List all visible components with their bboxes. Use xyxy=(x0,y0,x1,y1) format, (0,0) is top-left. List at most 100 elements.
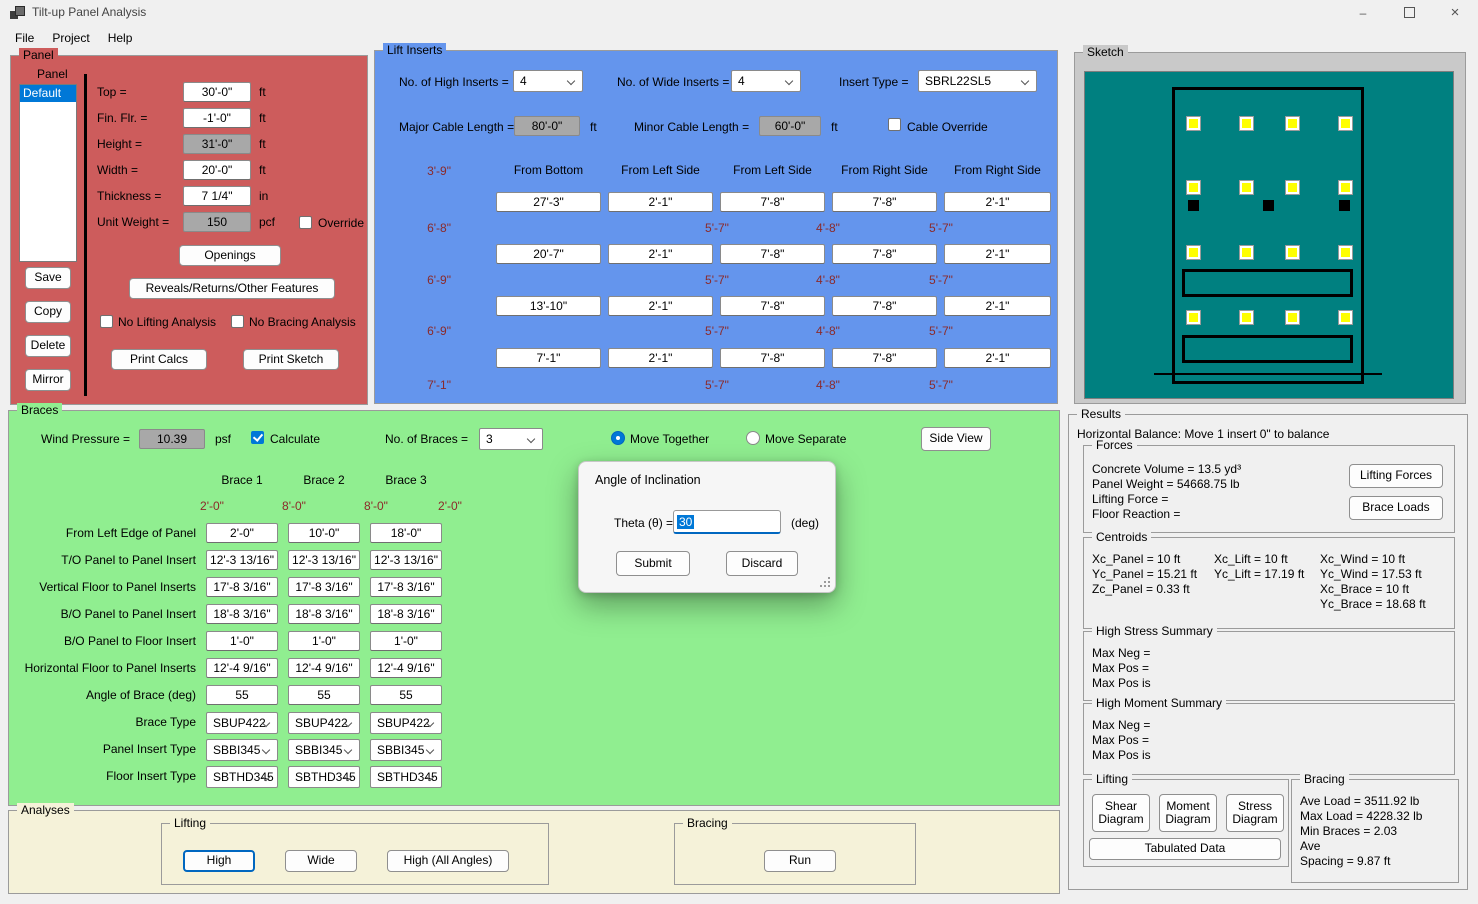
lifting-high-button[interactable]: High xyxy=(183,850,255,872)
lift-insert-input[interactable]: 2'-1" xyxy=(608,192,713,212)
resize-grip-icon[interactable] xyxy=(820,577,830,587)
panel-field-value[interactable]: 30'-0" xyxy=(183,82,251,102)
brace-value-input[interactable]: 18'-0" xyxy=(370,523,442,543)
lift-insert-input[interactable]: 20'-7" xyxy=(496,244,601,264)
lift-insert-input[interactable]: 2'-1" xyxy=(944,348,1051,368)
brace-value-input[interactable]: 17'-8 3/16" xyxy=(370,577,442,597)
brace-brace-type-select[interactable]: SBUP422 xyxy=(288,712,360,734)
lifting-wide-button[interactable]: Wide xyxy=(285,850,357,872)
cable-override-checkbox[interactable] xyxy=(888,118,901,131)
lift-insert-input[interactable]: 7'-8" xyxy=(720,348,825,368)
lift-insert-input[interactable]: 2'-1" xyxy=(944,296,1051,316)
maximize-icon[interactable] xyxy=(1386,0,1432,25)
wide-inserts-select[interactable]: 4 xyxy=(731,70,801,92)
lift-insert-input[interactable]: 7'-8" xyxy=(832,296,937,316)
panel-field-value[interactable]: 7 1/4" xyxy=(183,186,251,206)
move-together-radio[interactable] xyxy=(611,431,625,445)
lift-insert-input[interactable]: 7'-8" xyxy=(832,244,937,264)
brace-value-input[interactable]: 18'-8 3/16" xyxy=(288,604,360,624)
lifting-forces-button[interactable]: Lifting Forces xyxy=(1349,464,1443,488)
brace-value-input[interactable]: 10'-0" xyxy=(288,523,360,543)
lift-insert-input[interactable]: 2'-1" xyxy=(944,244,1051,264)
run-button[interactable]: Run xyxy=(764,850,836,872)
brace-value-input[interactable]: 17'-8 3/16" xyxy=(206,577,278,597)
num-braces-select[interactable]: 3 xyxy=(479,428,543,450)
lift-insert-input[interactable]: 2'-1" xyxy=(944,192,1051,212)
lift-insert-input[interactable]: 2'-1" xyxy=(608,348,713,368)
brace-value-input[interactable]: 12'-4 9/16" xyxy=(370,658,442,678)
lift-insert-input[interactable]: 7'-8" xyxy=(832,192,937,212)
no-lifting-checkbox[interactable] xyxy=(100,315,113,328)
submit-button[interactable]: Submit xyxy=(616,551,690,576)
lift-insert-input[interactable]: 7'-8" xyxy=(720,192,825,212)
lifting-high-all-angles--button[interactable]: High (All Angles) xyxy=(387,850,509,872)
lift-insert-input[interactable]: 13'-10" xyxy=(496,296,601,316)
move-separate-radio[interactable] xyxy=(746,431,760,445)
lift-insert-input[interactable]: 7'-8" xyxy=(720,244,825,264)
copy-button[interactable]: Copy xyxy=(25,301,71,323)
brace-value-input[interactable]: 55 xyxy=(288,685,360,705)
moment-diagram-button[interactable]: Moment Diagram xyxy=(1159,794,1217,832)
print-sketch-button[interactable]: Print Sketch xyxy=(243,349,339,370)
panel-field-value[interactable]: -1'-0" xyxy=(183,108,251,128)
theta-input[interactable]: 30 xyxy=(673,510,781,534)
brace-value-input[interactable]: 18'-8 3/16" xyxy=(206,604,278,624)
brace-value-input[interactable]: 1'-0" xyxy=(288,631,360,651)
mirror-button[interactable]: Mirror xyxy=(25,369,71,391)
openings-button[interactable]: Openings xyxy=(179,245,281,266)
brace-value-input[interactable]: 18'-8 3/16" xyxy=(370,604,442,624)
menu-project[interactable]: Project xyxy=(52,30,90,45)
brace-floor-insert-type-select[interactable]: SBTHD345 xyxy=(206,766,278,788)
brace-value-input[interactable]: 1'-0" xyxy=(206,631,278,651)
brace-brace-type-select[interactable]: SBUP422 xyxy=(206,712,278,734)
centroid-wind-brace-line: Xc_Wind = 10 ft xyxy=(1320,552,1406,566)
lift-insert-input[interactable]: 7'-1" xyxy=(496,348,601,368)
lift-insert-input[interactable]: 7'-8" xyxy=(720,296,825,316)
brace-floor-insert-type-select[interactable]: SBTHD345 xyxy=(370,766,442,788)
tabulated-data-button[interactable]: Tabulated Data xyxy=(1089,838,1281,860)
brace-value-input[interactable]: 12'-3 13/16" xyxy=(370,550,442,570)
brace-loads-button[interactable]: Brace Loads xyxy=(1349,496,1443,520)
override-checkbox[interactable] xyxy=(299,216,312,229)
lift-insert-input[interactable]: 2'-1" xyxy=(608,244,713,264)
print-calcs-button[interactable]: Print Calcs xyxy=(111,349,207,370)
calculate-checkbox[interactable] xyxy=(251,431,264,444)
delete-button[interactable]: Delete xyxy=(25,335,71,357)
menu-file[interactable]: File xyxy=(15,30,35,45)
lift-insert-input[interactable]: 7'-8" xyxy=(832,348,937,368)
sketch-lift-insert xyxy=(1186,245,1201,260)
brace-value-input[interactable]: 12'-4 9/16" xyxy=(206,658,278,678)
brace-value-input[interactable]: 55 xyxy=(206,685,278,705)
sketch-canvas[interactable] xyxy=(1084,71,1454,399)
reveals-button[interactable]: Reveals/Returns/Other Features xyxy=(129,278,335,299)
shear-diagram-button[interactable]: Shear Diagram xyxy=(1092,794,1150,832)
minimize-icon[interactable]: – xyxy=(1359,5,1367,20)
brace-value-input[interactable]: 2'-0" xyxy=(206,523,278,543)
brace-panel-insert-type-select[interactable]: SBBI345 xyxy=(370,739,442,761)
high-inserts-select[interactable]: 4 xyxy=(513,70,583,92)
brace-value-input[interactable]: 55 xyxy=(370,685,442,705)
brace-value-input[interactable]: 12'-3 13/16" xyxy=(288,550,360,570)
no-bracing-checkbox[interactable] xyxy=(231,315,244,328)
panel-listbox[interactable]: Default xyxy=(19,84,77,262)
brace-value-input[interactable]: 17'-8 3/16" xyxy=(288,577,360,597)
brace-value-input[interactable]: 1'-0" xyxy=(370,631,442,651)
lift-insert-input[interactable]: 2'-1" xyxy=(608,296,713,316)
panel-list-item[interactable]: Default xyxy=(20,85,76,102)
brace-panel-insert-type-select[interactable]: SBBI345 xyxy=(206,739,278,761)
brace-value-input[interactable]: 12'-4 9/16" xyxy=(288,658,360,678)
brace-panel-insert-type-select[interactable]: SBBI345 xyxy=(288,739,360,761)
close-icon[interactable]: × xyxy=(1450,4,1460,21)
brace-brace-type-select[interactable]: SBUP422 xyxy=(370,712,442,734)
stress-diagram-button[interactable]: Stress Diagram xyxy=(1226,794,1284,832)
sketch-lift-insert xyxy=(1186,180,1201,195)
brace-value-input[interactable]: 12'-3 13/16" xyxy=(206,550,278,570)
side-view-button[interactable]: Side View xyxy=(921,427,991,451)
discard-button[interactable]: Discard xyxy=(726,551,798,576)
save-button[interactable]: Save xyxy=(25,267,71,289)
panel-field-value[interactable]: 20'-0" xyxy=(183,160,251,180)
menu-help[interactable]: Help xyxy=(107,30,133,45)
brace-floor-insert-type-select[interactable]: SBTHD345 xyxy=(288,766,360,788)
insert-type-select[interactable]: SBRL22SL5 xyxy=(918,70,1037,92)
lift-insert-input[interactable]: 27'-3" xyxy=(496,192,601,212)
